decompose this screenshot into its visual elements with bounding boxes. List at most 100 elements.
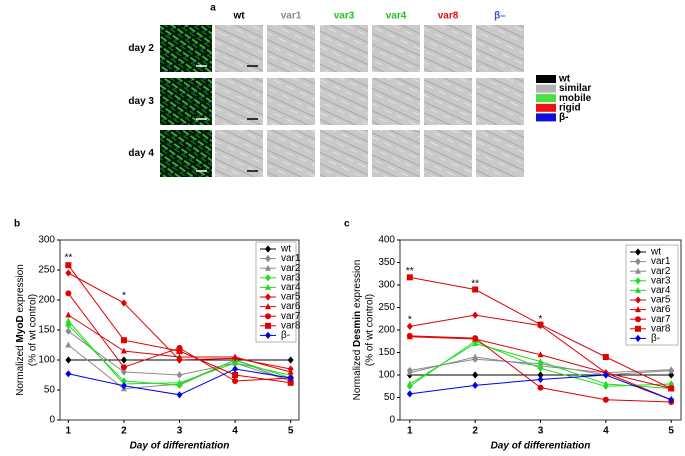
- marker: [635, 277, 641, 285]
- legend-label: var4: [281, 282, 301, 293]
- marker: [537, 371, 544, 379]
- y-tick-label: 200: [38, 295, 55, 306]
- legend-label: var2: [281, 263, 301, 274]
- marker: [602, 371, 609, 379]
- brightfield-image: [267, 130, 315, 177]
- fluorescence-image: [160, 25, 212, 72]
- marker: [537, 351, 544, 358]
- marker: [635, 306, 641, 313]
- marker: [265, 331, 271, 339]
- marker: [65, 262, 72, 269]
- marker: [537, 321, 544, 328]
- column-header: var4: [386, 11, 407, 22]
- marker: [406, 380, 413, 387]
- brightfield-image: [424, 25, 472, 72]
- marker: [120, 368, 127, 376]
- marker: [232, 365, 239, 373]
- marker: [635, 286, 641, 293]
- legend-label: var1: [651, 256, 671, 267]
- marker: [65, 341, 72, 348]
- x-tick-label: 3: [538, 426, 544, 437]
- marker: [120, 356, 127, 364]
- marker: [406, 332, 413, 339]
- legend-label: var6: [281, 301, 301, 312]
- legend-label: wt: [558, 74, 571, 85]
- brightfield-image: [320, 78, 368, 125]
- marker: [232, 378, 239, 384]
- marker: [232, 353, 239, 360]
- brightfield-image: [267, 25, 315, 72]
- marker: [65, 290, 72, 297]
- marker: [472, 381, 479, 389]
- fluorescence-image: [160, 78, 212, 125]
- column-header: β–: [494, 11, 506, 22]
- marker: [635, 325, 641, 332]
- marker: [635, 296, 641, 304]
- row-label: day 2: [128, 43, 154, 54]
- marker: [472, 340, 479, 346]
- marker: [265, 293, 271, 301]
- marker: [472, 371, 479, 379]
- x-tick-label: 2: [472, 426, 478, 437]
- y-tick-label: 250: [378, 302, 395, 313]
- y-tick-label: 300: [38, 235, 55, 246]
- marker: [472, 335, 479, 342]
- marker: [635, 258, 641, 266]
- marker: [287, 379, 294, 386]
- marker: [537, 358, 544, 364]
- legend-label: var7: [651, 314, 671, 325]
- legend-label: var7: [281, 311, 301, 322]
- y-tick-label: 50: [44, 385, 56, 396]
- x-tick-label: 3: [177, 426, 183, 437]
- legend-label: β-: [281, 330, 290, 341]
- marker: [65, 311, 72, 318]
- brightfield-image: [476, 130, 524, 177]
- marker: [537, 364, 544, 372]
- marker: [265, 313, 271, 320]
- marker: [406, 369, 413, 376]
- y-axis-label: (% of wt control): [28, 294, 39, 366]
- marker: [176, 371, 183, 379]
- x-tick-label: 1: [407, 426, 413, 437]
- brightfield-image: [215, 130, 263, 177]
- marker: [176, 353, 183, 360]
- y-tick-label: 350: [378, 257, 395, 268]
- y-axis-label-part: MyoD: [15, 315, 26, 342]
- brightfield-image: [476, 25, 524, 72]
- brightfield-image: [476, 78, 524, 125]
- marker: [635, 248, 641, 256]
- marker: [635, 316, 641, 323]
- marker: [287, 368, 294, 375]
- marker: [120, 347, 127, 354]
- y-tick-label: 0: [49, 415, 55, 426]
- x-tick-label: 2: [121, 426, 127, 437]
- y-tick-label: 400: [378, 235, 395, 246]
- legend-swatch: [536, 84, 556, 93]
- marker: [176, 348, 183, 354]
- marker: [232, 372, 239, 378]
- y-tick-label: 250: [38, 265, 55, 276]
- marker: [472, 353, 479, 360]
- legend-label: var1: [281, 253, 301, 264]
- legend-label: var3: [281, 272, 301, 283]
- panel-letter: b: [14, 219, 20, 230]
- legend-label: mobile: [559, 93, 592, 104]
- annotation: **: [406, 266, 414, 277]
- column-header: var8: [438, 11, 459, 22]
- x-axis-label: Day of differentiation: [491, 441, 591, 452]
- legend-label: var8: [651, 323, 671, 334]
- marker: [120, 382, 127, 390]
- legend-label: var4: [651, 285, 671, 296]
- legend-swatch: [536, 75, 556, 83]
- column-header: wt: [232, 11, 245, 22]
- y-axis-label: (% of wt control): [365, 294, 376, 366]
- y-tick-label: 150: [38, 325, 55, 336]
- legend-label: var8: [281, 320, 301, 331]
- marker: [120, 299, 127, 307]
- x-tick-label: 1: [66, 426, 72, 437]
- marker: [265, 264, 271, 271]
- marker: [65, 269, 72, 277]
- x-axis-label: Day of differentiation: [130, 441, 230, 452]
- y-axis-label: Normalized Desmin expression: [352, 260, 363, 401]
- legend-label: wt: [280, 244, 291, 255]
